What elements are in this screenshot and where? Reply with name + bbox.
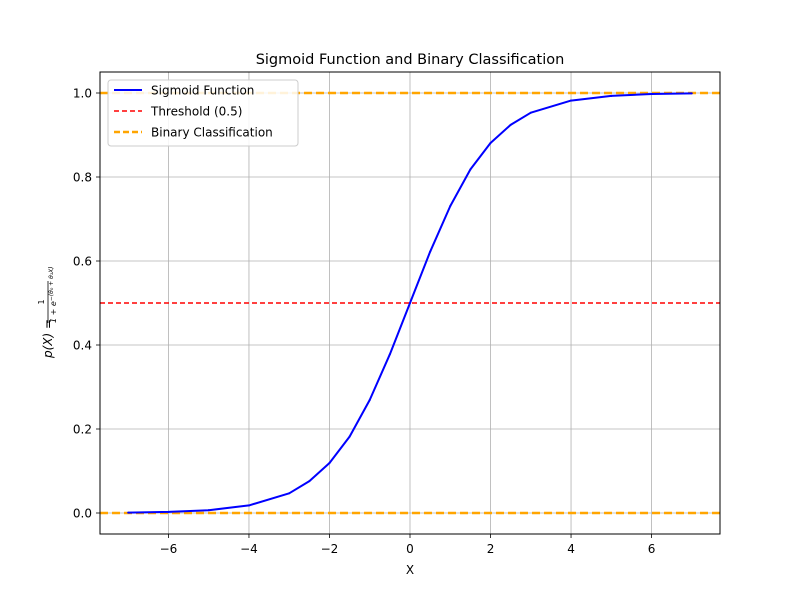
sigmoid-point: [610, 94, 613, 97]
sigmoid-point: [409, 302, 411, 304]
x-tick-label: 6: [648, 542, 656, 556]
sigmoid-point: [207, 509, 210, 512]
x-ticks: −6 −4 −2 0 2 4 6: [160, 534, 656, 556]
y-axis-label-lhs: p(X) =: [41, 319, 55, 359]
y-tick-label: 0.2: [73, 423, 92, 437]
sigmoid-point: [509, 123, 512, 126]
y-tick-label: 0.4: [73, 339, 92, 353]
legend-label-sigmoid: Sigmoid Function: [151, 84, 254, 98]
sigmoid-point: [167, 510, 170, 513]
legend: Sigmoid Function Threshold (0.5) Binary …: [107, 79, 299, 147]
sigmoid-point: [449, 204, 452, 207]
x-tick-label: 4: [567, 542, 575, 556]
sigmoid-point: [127, 511, 130, 514]
legend-label-binary-classification: Binary Classification: [151, 126, 273, 140]
y-axis-label: p(X) = 1 1 + e−(θ₀ + θ₁X): [37, 266, 58, 359]
sigmoid-point: [308, 480, 311, 483]
sigmoid-point: [650, 93, 653, 96]
x-tick-label: −4: [240, 542, 258, 556]
y-tick-label: 0.0: [73, 507, 92, 521]
x-tick-label: 2: [487, 542, 495, 556]
sigmoid-point: [368, 399, 371, 402]
sigmoid-point: [469, 168, 472, 171]
legend-box: [107, 79, 299, 147]
sigmoid-point: [348, 435, 351, 438]
x-axis-label: X: [406, 563, 414, 577]
sigmoid-point: [570, 99, 573, 102]
y-axis-label-exponent: −(θ₀ + θ₁X): [48, 266, 55, 301]
y-axis-label-numerator: 1: [37, 299, 46, 304]
sigmoid-point: [489, 141, 492, 144]
y-tick-label: 1.0: [73, 87, 92, 101]
legend-label-threshold: Threshold (0.5): [150, 105, 242, 119]
x-tick-label: 0: [406, 542, 414, 556]
sigmoid-point: [690, 92, 693, 95]
chart-title: Sigmoid Function and Binary Classificati…: [256, 52, 565, 68]
x-tick-label: −2: [321, 542, 339, 556]
sigmoid-point: [328, 462, 331, 465]
sigmoid-point: [529, 111, 532, 114]
y-ticks: 0.0 0.2 0.4 0.6 0.8 1.0: [73, 87, 100, 521]
y-axis-label-denominator-base: 1 + e: [49, 301, 58, 323]
sigmoid-point: [429, 250, 432, 253]
y-axis-label-denominator: 1 + e−(θ₀ + θ₁X): [48, 266, 58, 323]
sigmoid-point: [388, 353, 391, 356]
sigmoid-point: [247, 504, 250, 507]
x-tick-label: −6: [160, 542, 178, 556]
y-tick-label: 0.8: [73, 171, 92, 185]
y-tick-label: 0.6: [73, 255, 92, 269]
sigmoid-point: [288, 492, 291, 495]
